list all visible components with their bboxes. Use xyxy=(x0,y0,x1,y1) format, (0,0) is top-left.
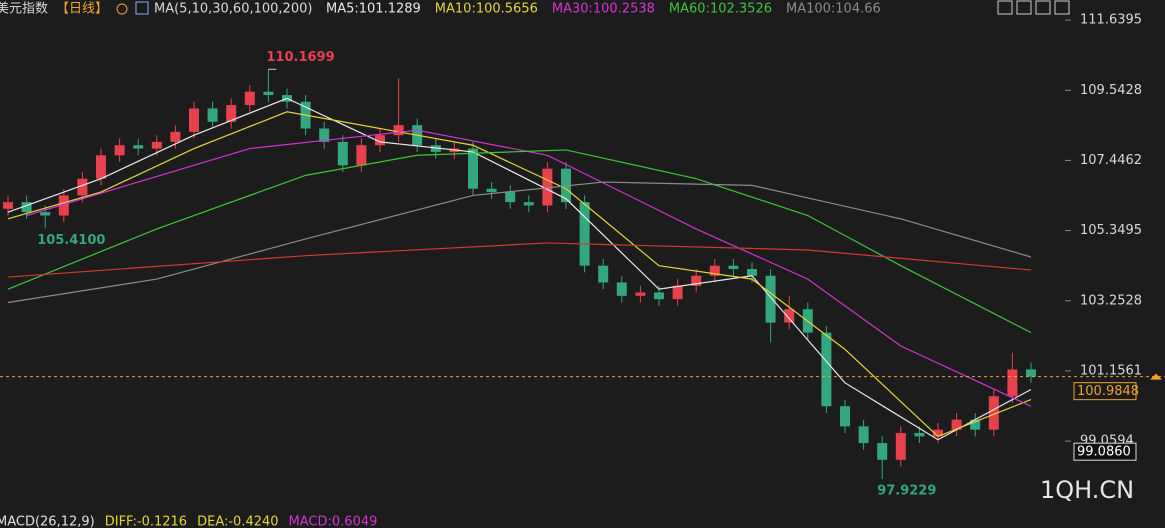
candle-body xyxy=(840,406,850,427)
period: 【日线】 xyxy=(56,2,108,17)
candle-body xyxy=(3,202,13,209)
candle-body xyxy=(598,265,609,283)
ma-line xyxy=(7,97,1032,441)
macd-label: MACD(26,12,9) xyxy=(0,515,95,528)
candle-body xyxy=(337,141,348,166)
macd-label: MACD:0.6049 xyxy=(289,515,378,528)
candle-body xyxy=(747,269,757,276)
candle-body xyxy=(21,202,32,213)
candle-body xyxy=(672,285,683,300)
candle-body xyxy=(1026,369,1036,377)
legend-entry: MA10:100.5656 xyxy=(435,2,538,17)
candle-body xyxy=(765,275,776,323)
chart-title: 美元指数 xyxy=(0,2,48,17)
candle-body xyxy=(616,282,627,296)
tool-button[interactable] xyxy=(1035,0,1051,15)
candle-body xyxy=(895,433,906,460)
candle-body xyxy=(468,148,478,189)
candle-body xyxy=(244,91,255,106)
y-tick-label: 111.6395 xyxy=(1080,13,1142,28)
candle-body xyxy=(691,275,702,286)
candle-body xyxy=(654,292,664,300)
legend-entry: MA100:104.66 xyxy=(786,2,881,17)
candle-body xyxy=(914,433,925,437)
candle-body xyxy=(263,91,274,96)
toolbar xyxy=(997,0,1070,15)
candle-body xyxy=(635,292,646,296)
icon[interactable] xyxy=(116,3,128,15)
ma-line xyxy=(7,181,1032,304)
candle-body xyxy=(170,131,181,142)
candle-body xyxy=(988,396,999,430)
candle-body xyxy=(77,178,88,196)
ma-line xyxy=(26,129,1032,407)
price-arrow xyxy=(1150,373,1162,380)
candle-body xyxy=(319,128,330,142)
y-tick-label: 105.3495 xyxy=(1080,223,1142,238)
candle-body xyxy=(523,202,534,206)
price-tag xyxy=(1073,382,1137,401)
macd-label: DIFF:-0.1216 xyxy=(105,515,187,528)
candle-body xyxy=(1007,369,1018,397)
tool-button[interactable] xyxy=(997,0,1013,15)
crosshair-tag-label: 99.0860 xyxy=(1077,445,1131,460)
candle-body xyxy=(133,145,144,149)
candle-body xyxy=(784,309,795,323)
candle-body xyxy=(486,188,497,193)
macd-label: DEA:-0.4240 xyxy=(197,515,278,528)
y-tick-label: 103.2528 xyxy=(1080,293,1142,308)
candle-body xyxy=(933,429,943,437)
candle-body xyxy=(430,145,441,152)
candle-body xyxy=(709,265,720,276)
candle-body xyxy=(207,108,218,122)
candle-body xyxy=(858,426,869,444)
legend-entry: MA30:100.2538 xyxy=(552,2,655,17)
icon[interactable] xyxy=(135,1,149,15)
candle-body xyxy=(970,419,981,430)
candle-body xyxy=(114,145,125,156)
candle-body xyxy=(728,265,739,270)
candle-body xyxy=(542,168,553,206)
candle-body xyxy=(877,443,888,460)
price-tag-label: 100.9848 xyxy=(1077,384,1139,399)
y-tick-label: 107.4462 xyxy=(1080,153,1142,168)
ma-line xyxy=(7,242,1032,278)
candle-body xyxy=(58,195,69,216)
annotation: 97.9229 xyxy=(877,484,936,499)
ma-line xyxy=(7,111,1032,438)
legend-entry: MA5:101.1289 xyxy=(326,2,421,17)
legend-entry: MA60:102.3526 xyxy=(669,2,772,17)
watermark: 1QH.CN xyxy=(1040,476,1134,504)
y-tick-label: 109.5428 xyxy=(1080,83,1142,98)
tool-button[interactable] xyxy=(1016,0,1032,15)
candle-body xyxy=(579,202,590,266)
candle-body xyxy=(96,155,106,179)
y-tick-label: 101.1561 xyxy=(1080,363,1142,378)
annotation: 105.4100 xyxy=(37,233,105,248)
candle-body xyxy=(189,108,199,132)
candle-body xyxy=(356,145,367,166)
ma-line xyxy=(7,149,1032,334)
candle-body xyxy=(821,332,832,407)
candle-body xyxy=(393,125,404,136)
tool-button[interactable] xyxy=(1054,0,1070,15)
candle-body xyxy=(151,141,162,149)
candle-body xyxy=(951,419,962,430)
candle-body xyxy=(505,192,516,203)
candle-body xyxy=(226,105,237,122)
candle-body xyxy=(375,135,385,146)
ma-caption: MA(5,10,30,60,100,200) xyxy=(154,2,312,17)
annotation: 110.1699 xyxy=(266,50,334,65)
crosshair-tag xyxy=(1073,442,1137,461)
candle-body xyxy=(40,212,51,216)
